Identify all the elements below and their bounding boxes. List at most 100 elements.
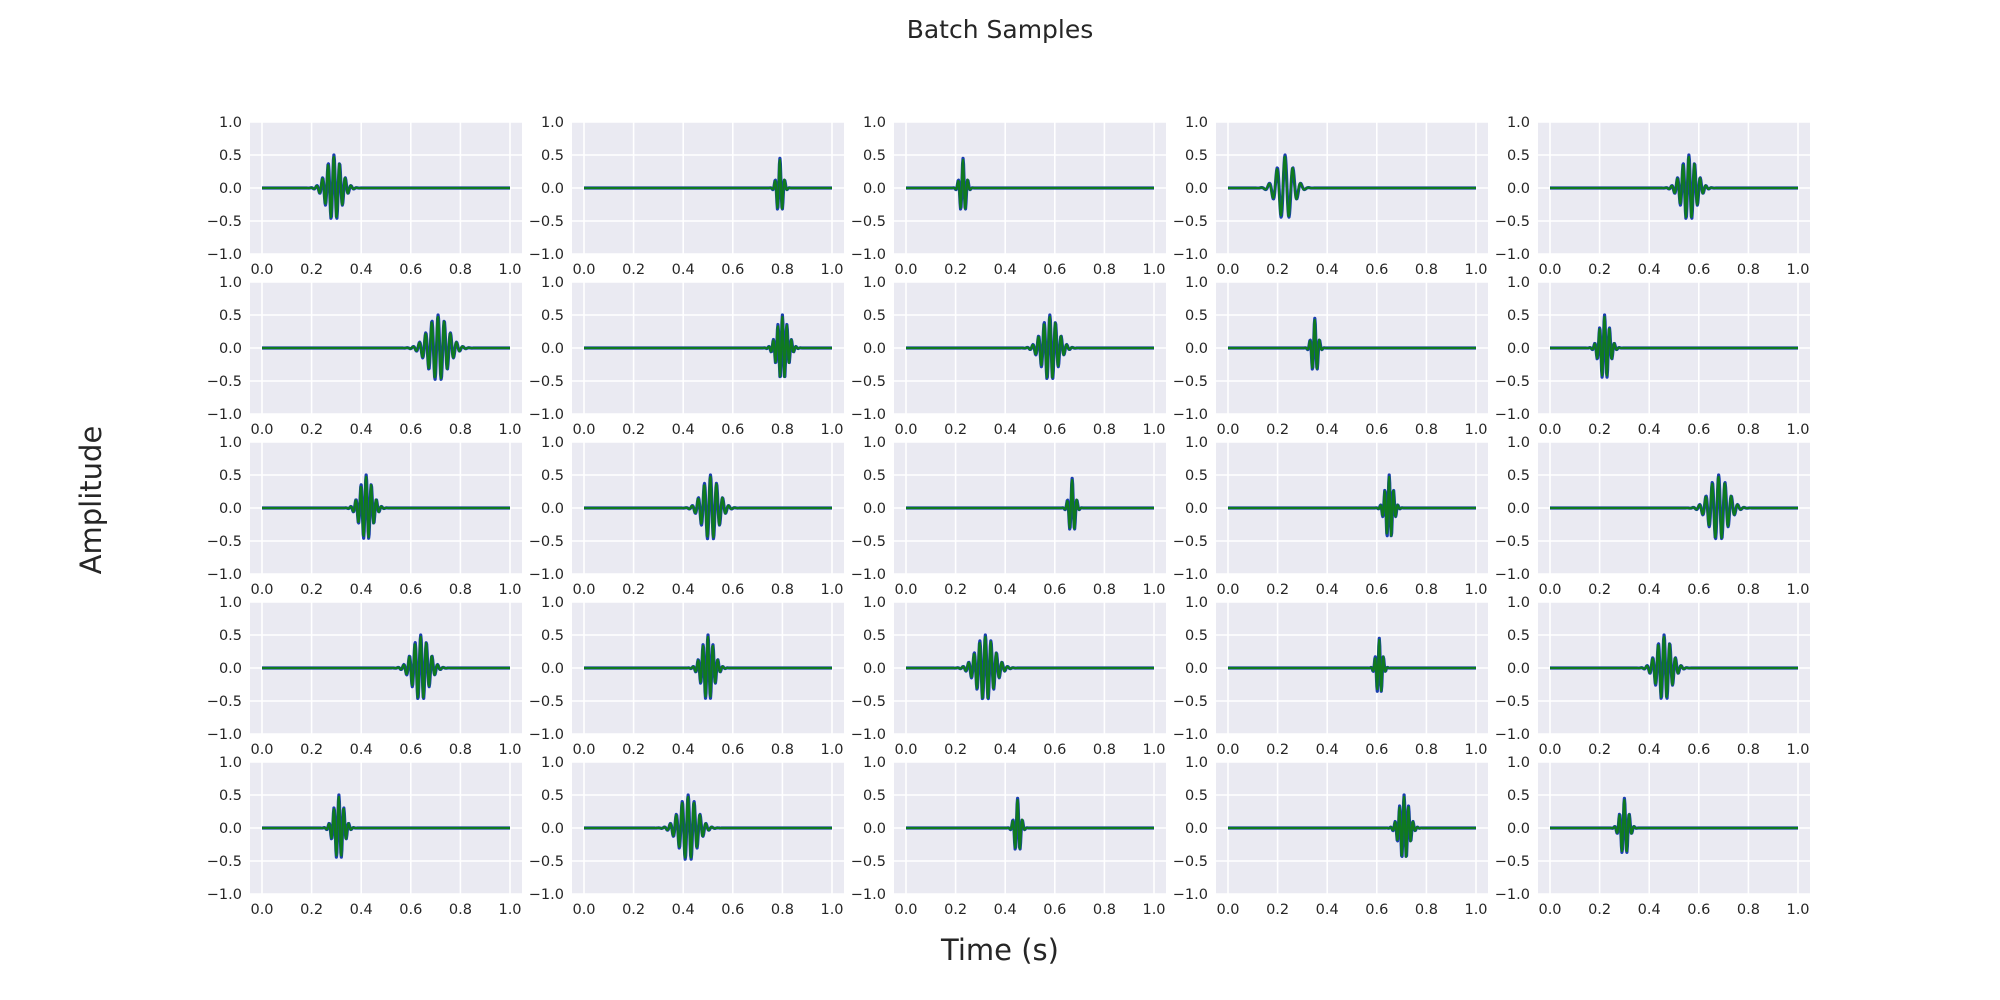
x-tick-label: 0.8	[449, 742, 472, 758]
y-tick-label: −0.5	[207, 374, 242, 390]
y-tick-label: −0.5	[207, 534, 242, 550]
x-tick-label: 0.8	[1415, 422, 1438, 438]
y-tick-label: 1.0	[863, 435, 886, 451]
x-tick-label: 1.0	[498, 262, 521, 278]
subplot-12: 1.0 0.5 0.0 −0.5 −1.0 0.0 0.2 0.4 0.6 0.8 1.0	[529, 435, 844, 598]
y-tick-label: −1.0	[529, 567, 564, 583]
x-tick-label: 0.8	[449, 262, 472, 278]
reconstruction-line	[583, 475, 833, 539]
y-tick-label: 0.5	[1185, 788, 1208, 804]
x-tick-label: 0.2	[300, 422, 323, 438]
y-tick-label: −0.5	[851, 374, 886, 390]
y-tick-label: −0.5	[1173, 374, 1208, 390]
x-tick-label: 0.8	[771, 422, 794, 438]
y-tick-label: −1.0	[207, 887, 242, 903]
x-tick-label: 0.4	[1316, 422, 1339, 438]
x-tick-label: 1.0	[1786, 422, 1809, 438]
y-tick-label: 0.5	[1185, 628, 1208, 644]
x-tick-label: 0.2	[1266, 902, 1289, 918]
y-tick-label: 1.0	[219, 275, 242, 291]
y-tick-label: 1.0	[1507, 435, 1530, 451]
y-tick-label: 1.0	[541, 115, 564, 131]
y-tick-label: 1.0	[1507, 595, 1530, 611]
y-tick-label: 0.0	[1185, 341, 1208, 357]
x-tick-label: 0.2	[622, 262, 645, 278]
x-tick-label: 1.0	[1786, 262, 1809, 278]
x-tick-label: 0.4	[1316, 582, 1339, 598]
x-tick-label: 0.0	[1538, 582, 1561, 598]
reconstruction-line	[583, 315, 833, 379]
y-tick-label: 0.0	[1185, 181, 1208, 197]
reconstruction-line	[905, 478, 1155, 530]
subplot-16: 1.0 0.5 0.0 −0.5 −1.0 0.0 0.2 0.4 0.6 0.8 1.0	[207, 595, 522, 758]
x-tick-label: 0.2	[300, 902, 323, 918]
x-tick-label: 1.0	[1464, 262, 1487, 278]
x-tick-label: 0.2	[1588, 902, 1611, 918]
y-tick-label: −0.5	[851, 694, 886, 710]
subplot-19: 1.0 0.5 0.0 −0.5 −1.0 0.0 0.2 0.4 0.6 0.8 1.0	[1173, 595, 1488, 758]
x-tick-label: 0.6	[399, 262, 422, 278]
x-tick-label: 0.6	[1043, 902, 1066, 918]
reconstruction-line	[261, 795, 511, 857]
y-tick-label: −0.5	[851, 534, 886, 550]
y-tick-label: 0.5	[1185, 148, 1208, 164]
x-tick-label: 0.6	[1043, 422, 1066, 438]
y-tick-label: 1.0	[541, 435, 564, 451]
x-tick-label: 0.2	[622, 422, 645, 438]
y-tick-label: 0.0	[541, 661, 564, 677]
y-tick-label: 1.0	[219, 115, 242, 131]
x-tick-label: 0.0	[894, 422, 917, 438]
x-tick-label: 0.2	[622, 582, 645, 598]
subplot-10: 1.0 0.5 0.0 −0.5 −1.0 0.0 0.2 0.4 0.6 0.8 1.0	[1495, 275, 1810, 438]
x-tick-label: 0.6	[399, 902, 422, 918]
x-tick-label: 0.6	[399, 582, 422, 598]
x-tick-label: 0.6	[1687, 262, 1710, 278]
x-tick-label: 1.0	[498, 582, 521, 598]
x-tick-label: 1.0	[1142, 902, 1165, 918]
y-tick-label: 1.0	[1507, 115, 1530, 131]
x-tick-label: 0.8	[449, 582, 472, 598]
y-tick-label: −1.0	[529, 727, 564, 743]
reconstruction-line	[583, 795, 833, 859]
y-tick-label: 0.0	[1185, 821, 1208, 837]
x-tick-label: 1.0	[820, 422, 843, 438]
reconstruction-line	[1549, 635, 1799, 699]
reconstruction-line	[905, 158, 1155, 210]
x-tick-label: 0.0	[572, 742, 595, 758]
x-tick-label: 0.8	[1093, 582, 1116, 598]
x-tick-label: 1.0	[1464, 742, 1487, 758]
x-tick-label: 0.6	[1043, 262, 1066, 278]
x-tick-label: 1.0	[1786, 582, 1809, 598]
x-tick-label: 0.6	[721, 422, 744, 438]
x-tick-label: 0.6	[399, 422, 422, 438]
reconstruction-line	[583, 158, 833, 210]
x-tick-label: 0.6	[721, 742, 744, 758]
x-tick-label: 0.4	[994, 742, 1017, 758]
reconstruction-line	[905, 635, 1155, 700]
reconstruction-line	[1227, 638, 1477, 692]
x-tick-label: 0.8	[1415, 742, 1438, 758]
y-tick-label: −1.0	[1173, 247, 1208, 263]
x-tick-label: 0.8	[771, 262, 794, 278]
y-tick-label: −0.5	[1173, 214, 1208, 230]
y-tick-label: −1.0	[1495, 247, 1530, 263]
y-tick-label: −0.5	[851, 214, 886, 230]
y-tick-label: 1.0	[1185, 275, 1208, 291]
y-tick-label: 0.5	[541, 308, 564, 324]
y-tick-label: 0.0	[1507, 661, 1530, 677]
x-tick-label: 0.6	[1043, 742, 1066, 758]
x-tick-label: 0.6	[1687, 902, 1710, 918]
y-tick-label: −1.0	[207, 407, 242, 423]
y-tick-label: 0.5	[1507, 468, 1530, 484]
y-tick-label: 1.0	[1507, 275, 1530, 291]
y-tick-label: 1.0	[541, 595, 564, 611]
x-tick-label: 0.2	[1266, 262, 1289, 278]
x-tick-label: 0.4	[994, 902, 1017, 918]
x-tick-label: 0.2	[1588, 742, 1611, 758]
subplot-22: 1.0 0.5 0.0 −0.5 −1.0 0.0 0.2 0.4 0.6 0.8 1.0	[529, 755, 844, 918]
x-tick-label: 0.0	[1538, 422, 1561, 438]
x-tick-label: 0.4	[1638, 742, 1661, 758]
x-tick-label: 0.6	[1365, 902, 1388, 918]
subplot-11: 1.0 0.5 0.0 −0.5 −1.0 0.0 0.2 0.4 0.6 0.8 1.0	[207, 435, 522, 598]
x-tick-label: 0.6	[1365, 422, 1388, 438]
